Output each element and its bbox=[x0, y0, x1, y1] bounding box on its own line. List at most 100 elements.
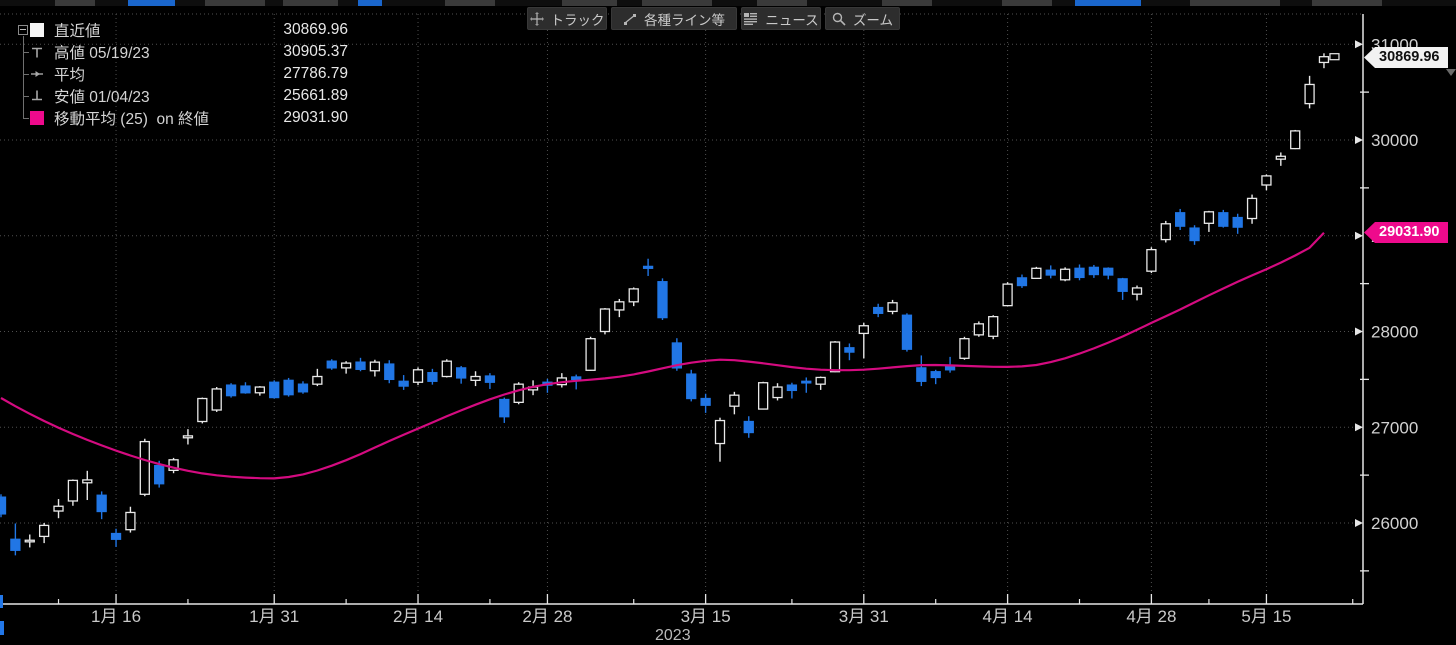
candle-body[interactable] bbox=[599, 308, 611, 333]
candle-body[interactable] bbox=[757, 382, 769, 410]
candle-body[interactable] bbox=[988, 316, 999, 337]
candle-body[interactable] bbox=[10, 538, 21, 551]
candle-body[interactable] bbox=[815, 376, 826, 385]
candle-body[interactable] bbox=[240, 385, 251, 394]
candle-body[interactable] bbox=[225, 384, 237, 397]
candle-body[interactable] bbox=[197, 397, 208, 423]
legend-row-high[interactable]: 高値 05/19/23 30905.37 bbox=[18, 41, 348, 63]
candle-body[interactable] bbox=[1318, 56, 1330, 64]
legend-row-moving-average[interactable]: 移動平均 (25) on 終値 29031.90 bbox=[18, 107, 348, 129]
legend-row-last-value[interactable]: 直近値 30869.96 bbox=[18, 19, 348, 41]
candle-body[interactable] bbox=[729, 394, 740, 407]
legend-collapse-toggle[interactable] bbox=[18, 25, 28, 35]
candle-body[interactable] bbox=[312, 375, 323, 385]
candle-body[interactable] bbox=[283, 379, 294, 396]
candle-body[interactable] bbox=[1045, 269, 1056, 276]
lines-button[interactable]: 各種ライン等 bbox=[611, 7, 737, 30]
candle-body[interactable] bbox=[1117, 278, 1128, 292]
candle-body[interactable] bbox=[1146, 248, 1157, 272]
candle-body[interactable] bbox=[168, 459, 179, 471]
candle-body[interactable] bbox=[340, 362, 352, 369]
candle-body[interactable] bbox=[585, 338, 596, 371]
candle-body[interactable] bbox=[1031, 267, 1042, 280]
candle-body[interactable] bbox=[901, 314, 913, 350]
legend-row-low[interactable]: 安値 01/04/23 25661.89 bbox=[18, 85, 348, 107]
candle-body[interactable] bbox=[1290, 130, 1301, 150]
candle-body[interactable] bbox=[614, 301, 625, 311]
candle-body[interactable] bbox=[24, 539, 35, 543]
candle-body[interactable] bbox=[369, 361, 381, 372]
candle-body[interactable] bbox=[38, 524, 50, 538]
candle-body[interactable] bbox=[154, 464, 165, 485]
candle-body[interactable] bbox=[1059, 268, 1071, 281]
candle-body[interactable] bbox=[182, 435, 194, 439]
zoom-button[interactable]: ズーム bbox=[825, 7, 900, 30]
candle-body[interactable] bbox=[700, 397, 711, 406]
candle-body[interactable] bbox=[1246, 197, 1258, 220]
candle-body[interactable] bbox=[1203, 211, 1215, 224]
candle-body[interactable] bbox=[1232, 216, 1243, 228]
candle-body[interactable] bbox=[297, 383, 309, 393]
candle-body[interactable] bbox=[499, 398, 510, 418]
candle-body[interactable] bbox=[484, 375, 496, 383]
candle-body[interactable] bbox=[326, 360, 337, 369]
candle-body[interactable] bbox=[571, 376, 582, 381]
candle-body[interactable] bbox=[973, 323, 984, 336]
candle-body[interactable] bbox=[1016, 277, 1028, 287]
candle-body[interactable] bbox=[628, 288, 639, 303]
candle-body[interactable] bbox=[110, 532, 122, 540]
candle-body[interactable] bbox=[82, 479, 93, 484]
candle-body[interactable] bbox=[786, 384, 798, 392]
candle-body[interactable] bbox=[844, 347, 855, 353]
candle-body[interactable] bbox=[959, 338, 970, 359]
candle-body[interactable] bbox=[125, 511, 136, 531]
candle-body[interactable] bbox=[269, 381, 280, 399]
candle-body[interactable] bbox=[1218, 212, 1229, 227]
candle-body[interactable] bbox=[254, 386, 265, 394]
candle-body[interactable] bbox=[887, 302, 898, 313]
candle-body[interactable] bbox=[657, 281, 668, 319]
candle-body[interactable] bbox=[1088, 266, 1100, 276]
candle-body[interactable] bbox=[470, 375, 481, 381]
candle-body[interactable] bbox=[1304, 83, 1315, 105]
candle-body[interactable] bbox=[67, 479, 79, 502]
candle-body[interactable] bbox=[930, 371, 941, 379]
candle-body[interactable] bbox=[53, 505, 64, 512]
candle-body[interactable] bbox=[96, 494, 107, 513]
candle-body[interactable] bbox=[714, 419, 726, 445]
track-button[interactable]: トラック bbox=[527, 7, 607, 30]
candle-body[interactable] bbox=[916, 367, 927, 382]
candle-body[interactable] bbox=[0, 496, 7, 515]
candle-body[interactable] bbox=[384, 363, 395, 381]
candle-body[interactable] bbox=[355, 361, 366, 370]
candle-body[interactable] bbox=[743, 420, 754, 434]
candle-body[interactable] bbox=[642, 265, 654, 269]
candle-body[interactable] bbox=[829, 341, 841, 373]
candle-body[interactable] bbox=[513, 383, 524, 404]
candle-body[interactable] bbox=[873, 306, 884, 314]
candle-body[interactable] bbox=[686, 373, 697, 400]
candle-body[interactable] bbox=[1131, 287, 1143, 295]
news-button[interactable]: ニュース bbox=[741, 7, 821, 30]
candle-body[interactable] bbox=[1103, 267, 1114, 276]
axis-dropdown-arrow-icon[interactable] bbox=[1446, 69, 1456, 76]
candle-body[interactable] bbox=[211, 388, 222, 411]
candle-body[interactable] bbox=[1175, 212, 1186, 227]
candle-body[interactable] bbox=[412, 369, 424, 383]
candle-body[interactable] bbox=[1189, 227, 1200, 242]
candle-body[interactable] bbox=[1074, 267, 1085, 279]
candle-body[interactable] bbox=[671, 342, 683, 369]
candle-body[interactable] bbox=[772, 386, 783, 399]
candle-body[interactable] bbox=[1261, 175, 1272, 186]
candle-body[interactable] bbox=[858, 325, 869, 335]
candle-body[interactable] bbox=[456, 367, 467, 379]
candle-body[interactable] bbox=[1002, 283, 1013, 307]
candle-body[interactable] bbox=[441, 360, 452, 378]
candle-body[interactable] bbox=[398, 380, 409, 387]
candle-body[interactable] bbox=[801, 380, 812, 384]
candle-body[interactable] bbox=[1160, 223, 1171, 241]
candle-body[interactable] bbox=[427, 372, 438, 382]
candle-body[interactable] bbox=[139, 440, 150, 495]
legend-row-average[interactable]: 平均 27786.79 bbox=[18, 63, 348, 85]
